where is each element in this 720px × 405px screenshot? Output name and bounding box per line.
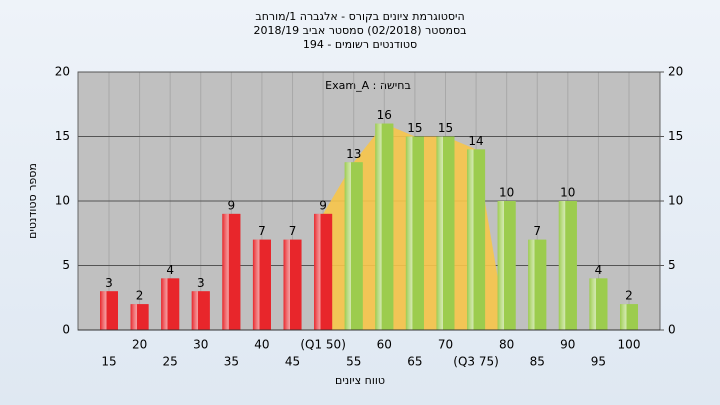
x-tick-label: 100 (618, 338, 641, 352)
bar (467, 149, 486, 330)
title-line: בסמסטר (02/2018) סמסטר אביב 2018/19 (253, 24, 466, 37)
x-tick-label: 90 (560, 338, 575, 352)
x-tick-label: 95 (591, 355, 606, 369)
x-tick-label: 65 (407, 355, 422, 369)
y2-tick-label: 20 (668, 65, 683, 79)
y2-tick-label: 0 (668, 323, 676, 337)
bar (161, 278, 180, 330)
value-label: 9 (319, 198, 327, 212)
x-tick-label: 85 (530, 355, 545, 369)
value-label: 7 (258, 224, 266, 238)
bar (375, 123, 394, 330)
value-label: 10 (560, 186, 575, 200)
x-tick-label: 55 (346, 355, 361, 369)
value-label: 15 (438, 121, 453, 135)
value-label: 13 (346, 147, 361, 161)
value-label: 3 (105, 276, 113, 290)
x-tick-label: (Q1 50) (300, 338, 346, 352)
x-tick-label: 15 (101, 355, 116, 369)
y-tick-label: 0 (62, 323, 70, 337)
bar (528, 239, 547, 330)
bar (130, 304, 149, 330)
title-line: סטודנטים רשומים - 194 (303, 38, 417, 51)
bar (222, 213, 241, 330)
value-label: 16 (377, 108, 392, 122)
x-tick-label: 45 (285, 355, 300, 369)
x-axis-label: טווח ציונים (335, 374, 385, 387)
value-label: 10 (499, 186, 514, 200)
x-tick-label: 70 (438, 338, 453, 352)
bar (191, 291, 210, 330)
y-tick-label: 5 (62, 258, 70, 272)
bar (314, 213, 333, 330)
value-label: 14 (468, 134, 483, 148)
bar (252, 239, 271, 330)
x-tick-label: 20 (132, 338, 147, 352)
y-tick-label: 20 (55, 65, 70, 79)
bar (405, 136, 424, 330)
y-axis-label: מספר סטודנטים (26, 163, 39, 239)
x-tick-label: 35 (224, 355, 239, 369)
bar (589, 278, 608, 330)
x-tick-label: 30 (193, 338, 208, 352)
value-label: 4 (595, 263, 603, 277)
value-label: 2 (136, 289, 144, 303)
x-tick-label: 40 (254, 338, 269, 352)
x-tick-label: (Q3 75) (453, 355, 499, 369)
y-tick-label: 10 (55, 194, 70, 208)
bar (344, 162, 363, 330)
bar (436, 136, 455, 330)
y-tick-label: 15 (55, 129, 70, 143)
title-line: היסטוגרמת ציונים בקורס - אלגברה 1/מורחב (255, 10, 464, 23)
x-tick-label: 80 (499, 338, 514, 352)
x-tick-label: 25 (163, 355, 178, 369)
y2-tick-label: 15 (668, 129, 683, 143)
bar (283, 239, 302, 330)
y2-tick-label: 10 (668, 194, 683, 208)
annotation: בחישה : Exam_A (325, 79, 411, 92)
bar (620, 304, 638, 330)
value-label: 2 (625, 289, 633, 303)
value-label: 7 (533, 224, 541, 238)
bar (497, 201, 516, 330)
y2-tick-label: 5 (668, 258, 676, 272)
value-label: 4 (166, 263, 174, 277)
bar (100, 291, 118, 330)
value-label: 7 (289, 224, 297, 238)
value-label: 9 (228, 198, 236, 212)
bar (558, 201, 577, 330)
value-label: 3 (197, 276, 205, 290)
x-tick-label: 60 (377, 338, 392, 352)
value-label: 15 (407, 121, 422, 135)
